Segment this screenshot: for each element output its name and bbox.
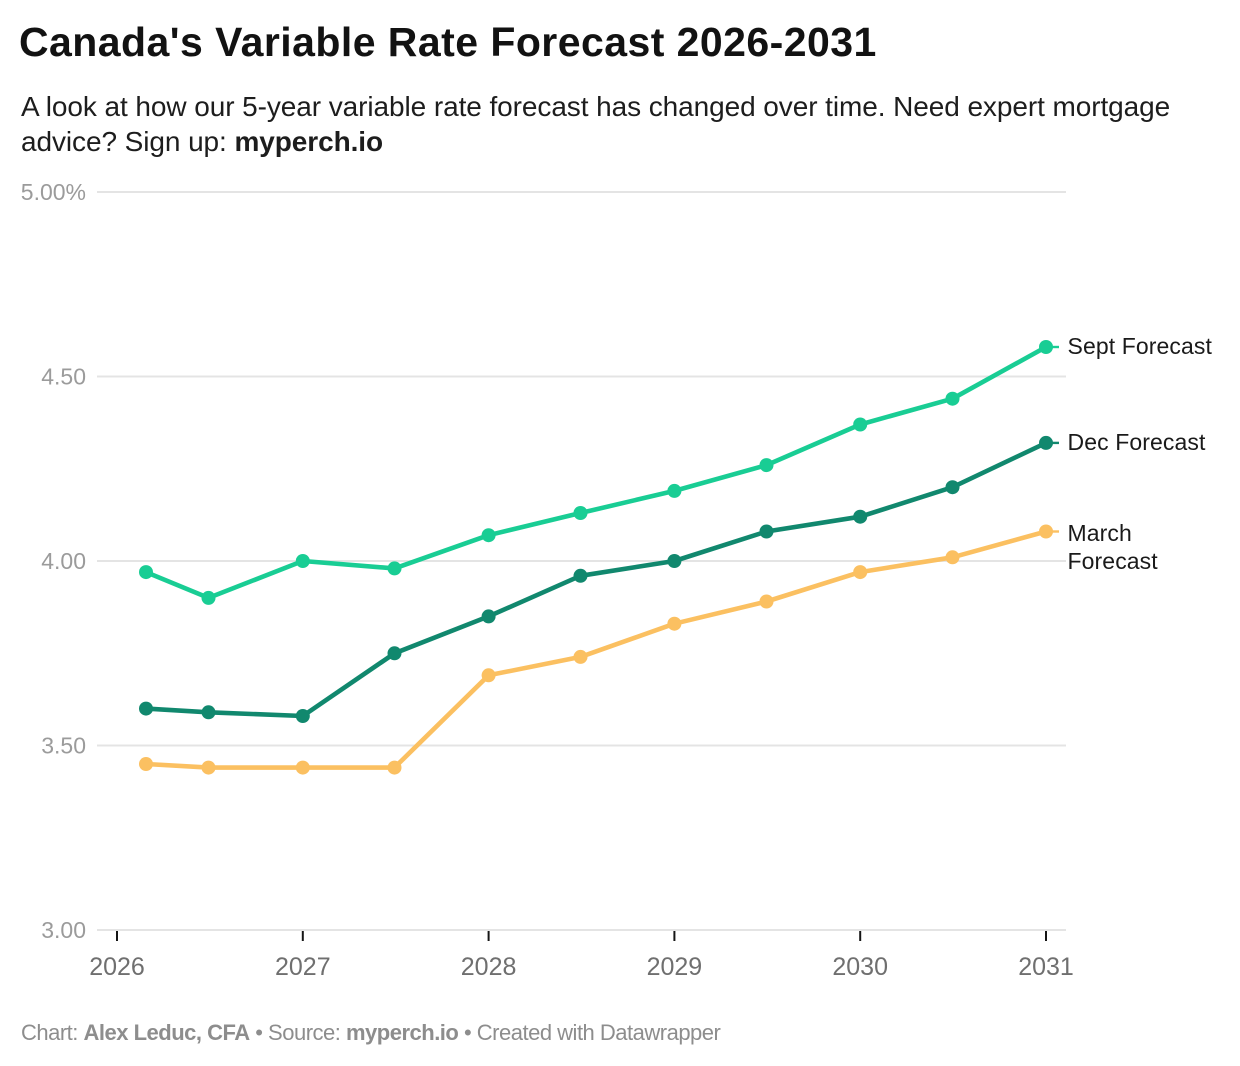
svg-text:4.50: 4.50 [41,364,86,390]
svg-text:2031: 2031 [1018,953,1074,981]
svg-text:3.50: 3.50 [41,733,86,759]
svg-text:4.00: 4.00 [41,548,86,574]
svg-text:5.00%: 5.00% [21,179,86,205]
svg-text:2028: 2028 [461,953,517,981]
svg-text:2030: 2030 [832,953,888,981]
svg-text:2027: 2027 [275,953,331,981]
svg-text:2026: 2026 [89,953,145,981]
svg-text:2029: 2029 [647,953,703,981]
svg-text:3.00: 3.00 [41,917,86,943]
